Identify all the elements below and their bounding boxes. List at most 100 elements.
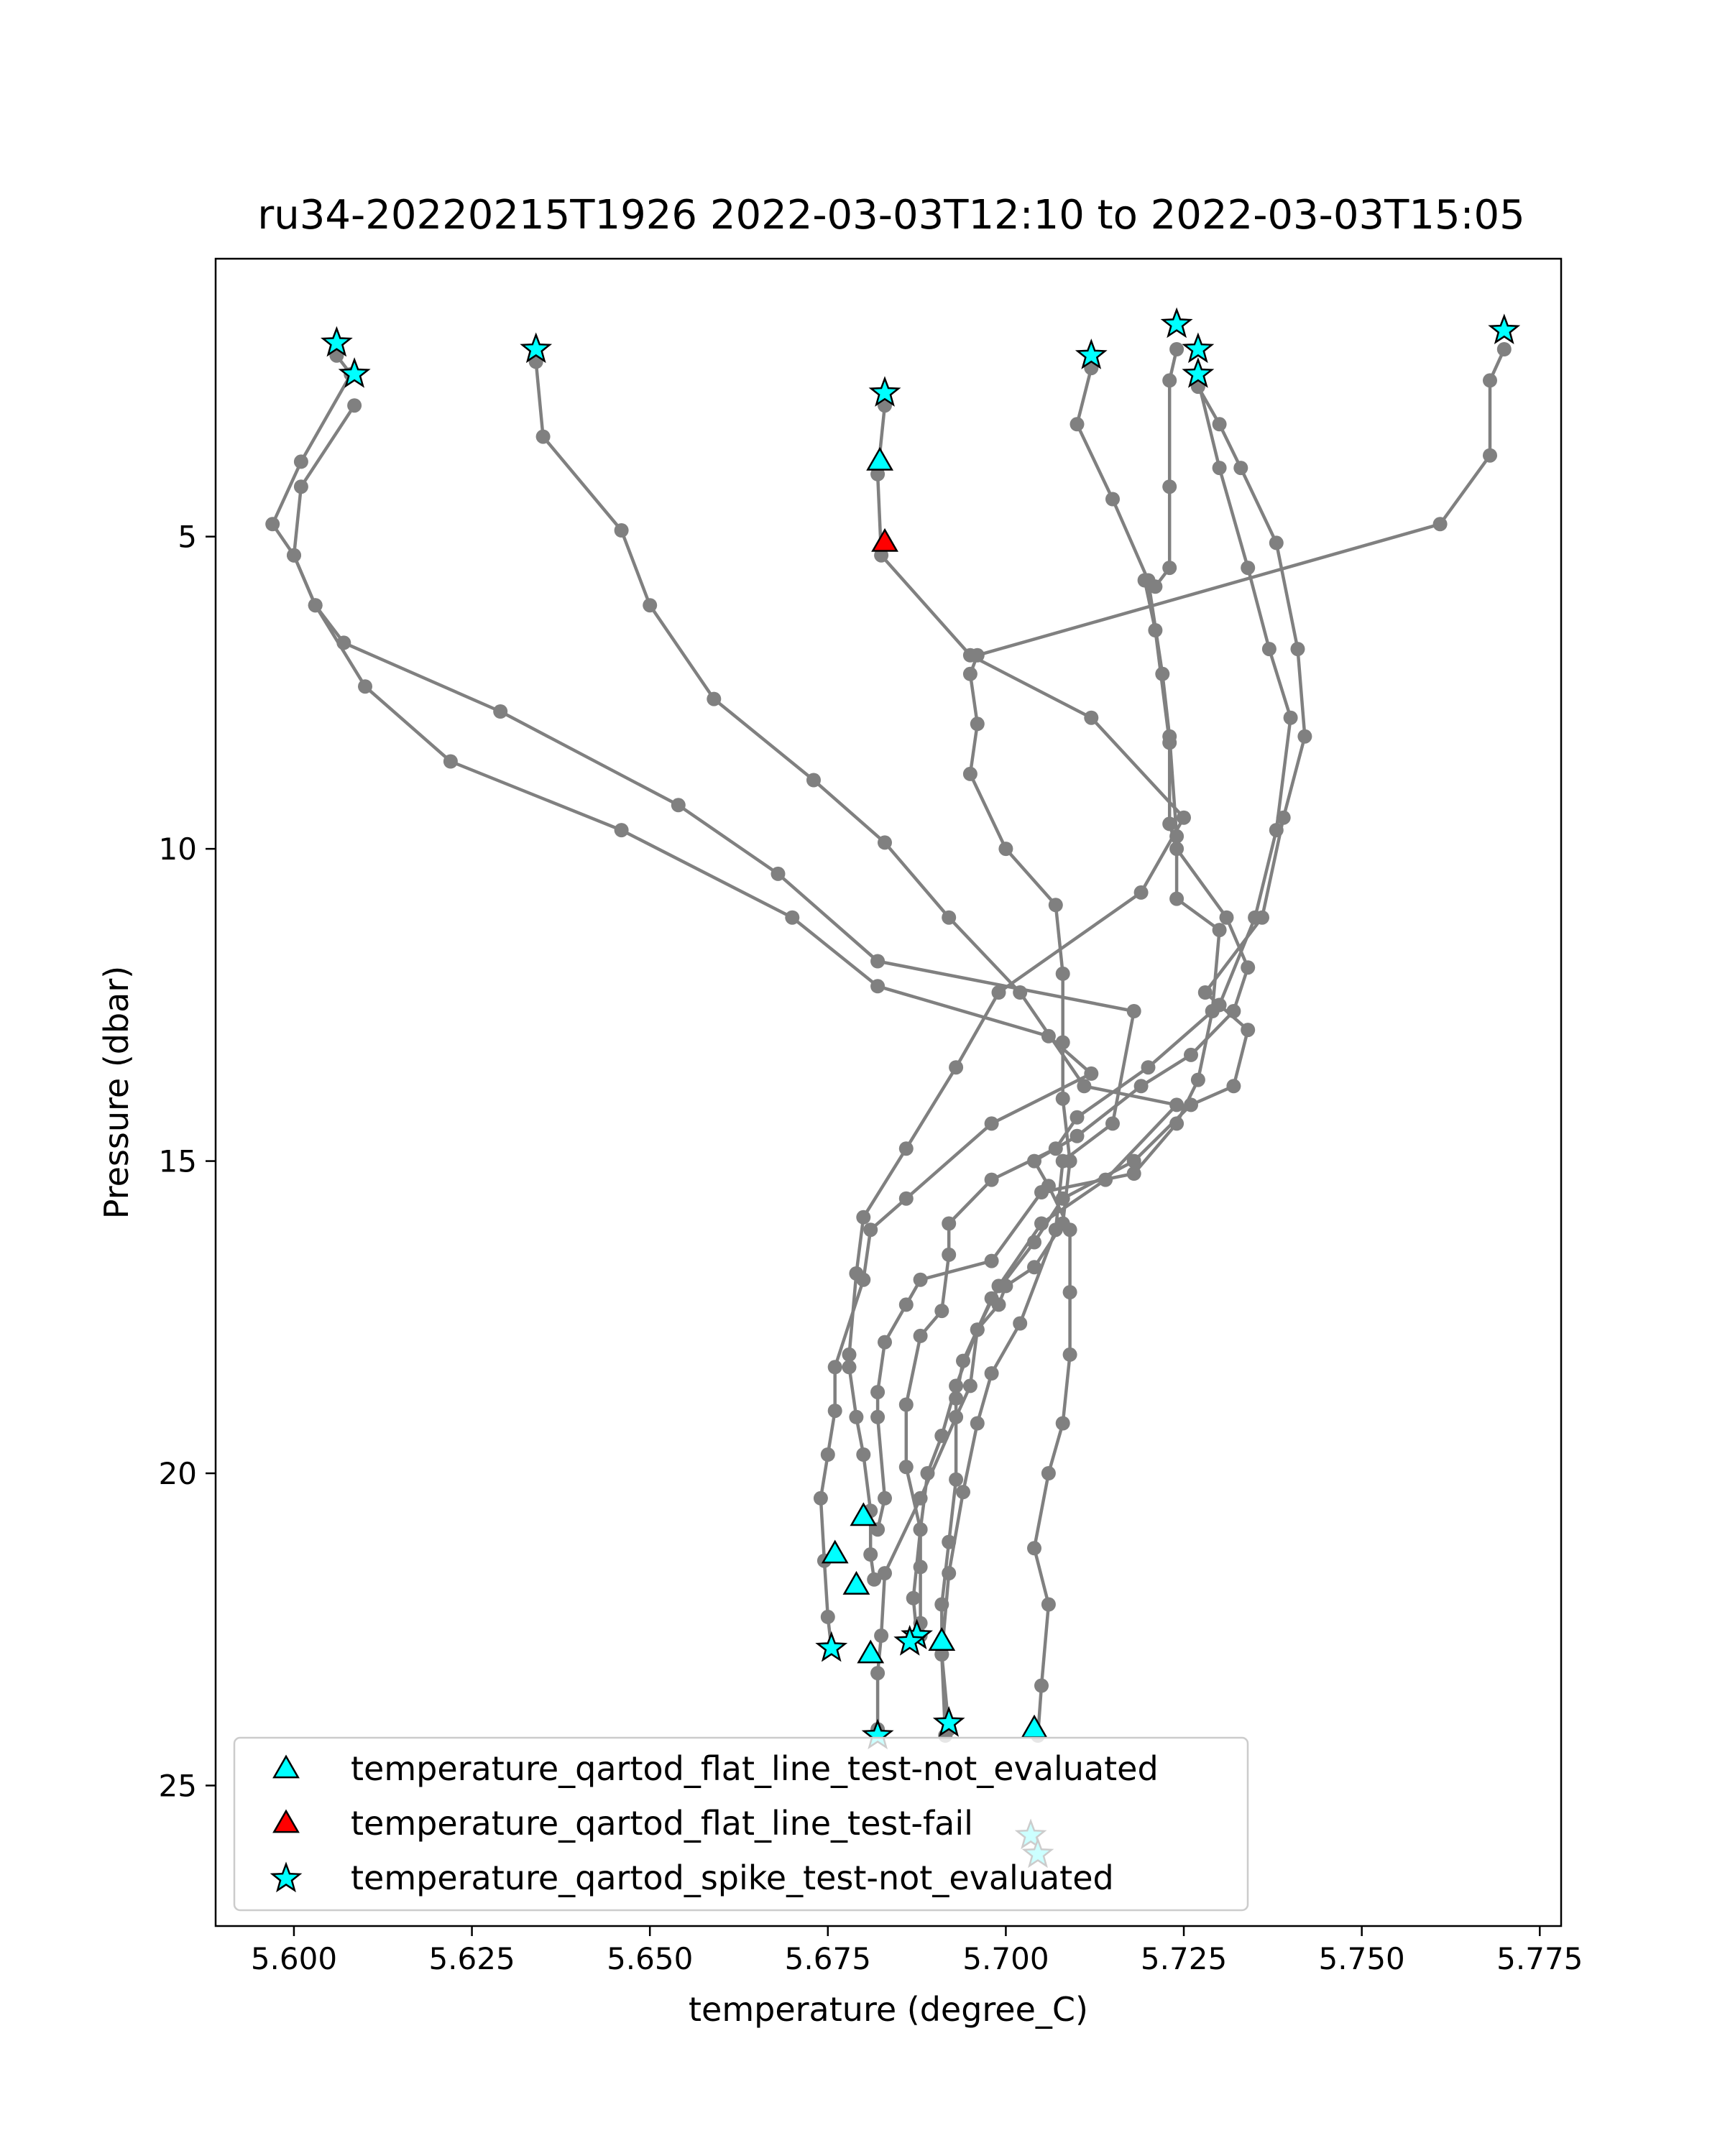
profile-point [1226, 1079, 1241, 1094]
profile-point [842, 1360, 857, 1375]
profile-point [1261, 642, 1276, 657]
profile-point [842, 1347, 857, 1362]
profile-point [1062, 1153, 1077, 1169]
profile-point [942, 1247, 957, 1262]
profile-point [1041, 1597, 1056, 1612]
profile-point [707, 691, 722, 706]
profile-point [934, 1597, 949, 1612]
legend-triangle-cyan-icon [272, 1754, 300, 1779]
profile-point [1212, 461, 1227, 476]
profile-point [874, 1628, 889, 1643]
qc-markers [321, 307, 1521, 1869]
profile-point [827, 1404, 842, 1419]
y-tick-label: 25 [159, 1768, 197, 1803]
profile-point [1034, 1678, 1049, 1693]
profile-point [998, 1279, 1013, 1294]
profile-point [970, 1416, 985, 1431]
legend-star-cyan-icon [270, 1861, 303, 1893]
profile-point [1169, 342, 1184, 356]
spike-not-evaluated-marker [520, 332, 553, 364]
profile-point [614, 523, 629, 538]
legend-triangle-red-icon [272, 1809, 300, 1833]
profile-point [1197, 985, 1213, 1000]
profile-point [1041, 1179, 1056, 1194]
spike-not-evaluated-marker [868, 376, 901, 407]
profile-point [820, 1609, 835, 1624]
flat-line-not-evaluated-marker [850, 1502, 878, 1526]
x-tick-label: 5.775 [1496, 1941, 1583, 1976]
profile-point [1027, 1541, 1041, 1556]
profile-point [913, 1491, 928, 1506]
spike-not-evaluated-marker [1160, 307, 1193, 338]
profile-point [1290, 642, 1305, 657]
x-tick-label: 5.625 [428, 1941, 515, 1976]
profile-point [1212, 417, 1227, 432]
profile-point [949, 1472, 964, 1487]
flat-line-not-evaluated-marker [857, 1639, 885, 1664]
profile-series-6 [1027, 342, 1256, 1743]
profile-point [906, 1590, 921, 1606]
profile-point [849, 1409, 864, 1424]
profile-point [1241, 1023, 1256, 1038]
profile-point [956, 1353, 970, 1368]
x-tick-label: 5.750 [1319, 1941, 1405, 1976]
profile-point [1169, 1116, 1184, 1131]
profile-series-3 [528, 354, 1184, 1643]
legend-label-flat-line-not-evaluated: temperature_qartod_flat_line_test-not_ev… [351, 1749, 1159, 1788]
y-axis: 5 10 15 20 25 [159, 520, 216, 1803]
profile-point [878, 1491, 892, 1506]
profile-point [358, 679, 372, 694]
y-tick-label: 15 [159, 1144, 197, 1179]
profile-point [984, 1253, 999, 1268]
profile-point [913, 1328, 928, 1343]
profile-point [1297, 729, 1312, 744]
profile-point [1048, 898, 1063, 913]
spike-not-evaluated-marker [893, 1625, 926, 1656]
profile-point [962, 1378, 978, 1393]
x-tick-label: 5.725 [1141, 1941, 1227, 1976]
profile-point [1162, 561, 1177, 576]
profile-point [984, 1116, 999, 1131]
profile-point [849, 1266, 864, 1281]
profile-point [1241, 960, 1256, 975]
profile-point [1276, 810, 1291, 825]
profile-line [534, 361, 1179, 1636]
plot-frame [214, 257, 1563, 1927]
profile-point [1169, 842, 1184, 857]
y-axis-label: Pressure (dbar) [97, 966, 136, 1219]
profile-point [806, 773, 821, 788]
profile-point [1133, 885, 1149, 900]
profile-point [813, 1491, 828, 1506]
profile-point [1055, 1035, 1070, 1050]
profile-point [1137, 573, 1152, 588]
plot-area [265, 307, 1521, 1869]
profile-point [265, 517, 280, 532]
profile-point [991, 1297, 1006, 1312]
profile-point [1169, 891, 1184, 906]
legend-triangle-cyan-icon [272, 1754, 300, 1779]
profile-series-5 [870, 361, 1227, 1537]
spike-not-evaluated-marker [321, 326, 353, 357]
profile-point [1269, 535, 1284, 550]
profile-point [1055, 966, 1070, 981]
profile-point [870, 1385, 886, 1400]
x-tick-label: 5.650 [607, 1941, 693, 1976]
profile-series-8 [934, 379, 1312, 1737]
profile-point [878, 835, 892, 850]
profile-point [1070, 1110, 1085, 1125]
profile-point [535, 429, 551, 444]
profile-point [942, 1216, 957, 1231]
profile-point [1177, 810, 1191, 825]
profile-point [934, 1304, 949, 1319]
profile-line [292, 404, 1093, 1649]
legend-star-cyan-icon [270, 1861, 303, 1893]
profile-point [956, 1485, 970, 1500]
profile-point [1055, 1416, 1070, 1431]
flat-line-not-evaluated-marker [866, 446, 894, 471]
profile-point [863, 1222, 878, 1238]
x-axis-label: temperature (degree_C) [689, 1990, 1088, 2029]
profile-point [1219, 910, 1234, 925]
profile-point [878, 1335, 892, 1350]
profile-point [1162, 816, 1177, 831]
